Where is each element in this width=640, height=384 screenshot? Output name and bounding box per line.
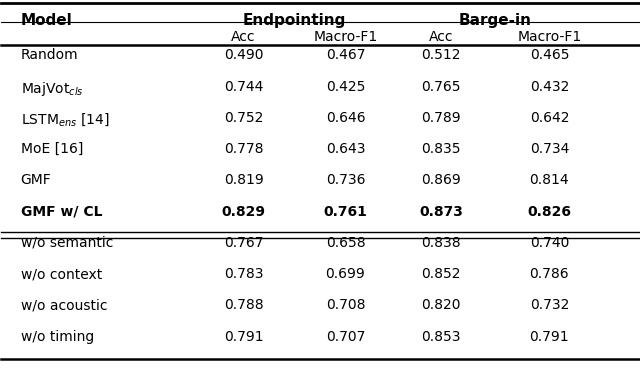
Text: 0.767: 0.767	[224, 236, 263, 250]
Text: MajVot$_{cls}$: MajVot$_{cls}$	[20, 79, 83, 98]
Text: 0.490: 0.490	[224, 48, 263, 62]
Text: Endpointing: Endpointing	[243, 13, 346, 28]
Text: 0.783: 0.783	[224, 267, 263, 281]
Text: 0.752: 0.752	[224, 111, 263, 125]
Text: 0.643: 0.643	[326, 142, 365, 156]
Text: Acc: Acc	[231, 30, 256, 44]
Text: 0.791: 0.791	[529, 329, 569, 344]
Text: Random: Random	[20, 48, 78, 62]
Text: 0.646: 0.646	[326, 111, 365, 125]
Text: Barge-in: Barge-in	[459, 13, 532, 28]
Text: 0.467: 0.467	[326, 48, 365, 62]
Text: Macro-F1: Macro-F1	[517, 30, 582, 44]
Text: Acc: Acc	[429, 30, 453, 44]
Text: 0.707: 0.707	[326, 329, 365, 344]
Text: 0.512: 0.512	[421, 48, 461, 62]
Text: 0.852: 0.852	[421, 267, 461, 281]
Text: Macro-F1: Macro-F1	[314, 30, 378, 44]
Text: 0.736: 0.736	[326, 173, 365, 187]
Text: Model: Model	[20, 13, 72, 28]
Text: MoE [16]: MoE [16]	[20, 142, 83, 156]
Text: 0.835: 0.835	[421, 142, 461, 156]
Text: GMF w/ CL: GMF w/ CL	[20, 205, 102, 218]
Text: 0.853: 0.853	[421, 329, 461, 344]
Text: LSTM$_{ens}$ [14]: LSTM$_{ens}$ [14]	[20, 111, 109, 127]
Text: 0.699: 0.699	[326, 267, 365, 281]
Text: 0.642: 0.642	[530, 111, 569, 125]
Text: 0.765: 0.765	[421, 79, 461, 94]
Text: 0.740: 0.740	[530, 236, 569, 250]
Text: 0.873: 0.873	[419, 205, 463, 218]
Text: 0.788: 0.788	[224, 298, 263, 312]
Text: 0.658: 0.658	[326, 236, 365, 250]
Text: 0.432: 0.432	[530, 79, 569, 94]
Text: 0.761: 0.761	[324, 205, 367, 218]
Text: GMF: GMF	[20, 173, 51, 187]
Text: 0.819: 0.819	[223, 173, 264, 187]
Text: w/o semantic: w/o semantic	[20, 236, 113, 250]
Text: w/o acoustic: w/o acoustic	[20, 298, 107, 312]
Text: 0.789: 0.789	[421, 111, 461, 125]
Text: 0.814: 0.814	[529, 173, 569, 187]
Text: w/o context: w/o context	[20, 267, 102, 281]
Text: 0.732: 0.732	[530, 298, 569, 312]
Text: 0.791: 0.791	[224, 329, 263, 344]
Text: 0.829: 0.829	[221, 205, 266, 218]
Text: 0.820: 0.820	[421, 298, 461, 312]
Text: 0.734: 0.734	[530, 142, 569, 156]
Text: 0.869: 0.869	[421, 173, 461, 187]
Text: 0.778: 0.778	[224, 142, 263, 156]
Text: 0.465: 0.465	[530, 48, 569, 62]
Text: 0.744: 0.744	[224, 79, 263, 94]
Text: w/o timing: w/o timing	[20, 329, 93, 344]
Text: 0.708: 0.708	[326, 298, 365, 312]
Text: 0.838: 0.838	[421, 236, 461, 250]
Text: 0.826: 0.826	[527, 205, 572, 218]
Text: 0.425: 0.425	[326, 79, 365, 94]
Text: 0.786: 0.786	[529, 267, 569, 281]
